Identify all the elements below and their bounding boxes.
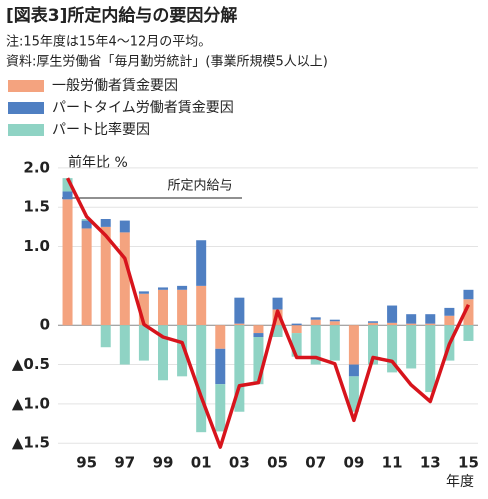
legend-label: パートタイム労働者賃金要因: [52, 100, 234, 116]
bar: [62, 191, 73, 200]
bar: [196, 285, 207, 326]
bar: [387, 322, 398, 326]
legend-label: パート比率要因: [52, 121, 150, 138]
chart-title: [図表3]所定内給与の要因分解: [6, 5, 237, 26]
bar: [272, 325, 283, 337]
bar: [196, 240, 207, 286]
bar: [406, 325, 417, 369]
bar: [425, 314, 436, 324]
bar: [348, 376, 359, 412]
bar: [234, 325, 245, 412]
bar: [81, 219, 92, 221]
bar: [444, 315, 455, 326]
bar: [272, 297, 283, 310]
bar: [348, 364, 359, 377]
bar: [329, 321, 340, 326]
bar: [463, 289, 474, 300]
bar: [158, 289, 168, 326]
x-tick-label: 03: [229, 454, 250, 472]
y-tick-label: ▲1.5: [12, 434, 50, 452]
y-tick-label: 1.0: [23, 237, 50, 255]
bar: [62, 199, 73, 326]
bar: [158, 287, 168, 290]
y-tick-label: ▲1.0: [12, 394, 50, 412]
bar: [138, 293, 149, 326]
x-axis-label: 年度: [446, 474, 474, 490]
bar: [368, 325, 378, 365]
legend-swatch: [8, 80, 44, 92]
x-tick-label: 09: [343, 454, 364, 472]
bar: [119, 325, 130, 365]
bar: [234, 323, 245, 326]
legend-swatch: [8, 102, 44, 114]
bar: [387, 325, 398, 373]
subtitle: 注:15年度は15年4～12月の平均。: [6, 34, 211, 50]
bar: [234, 297, 245, 324]
x-tick-label: 07: [305, 454, 326, 472]
annotation: 所定内給与: [167, 178, 232, 194]
bar: [310, 319, 321, 326]
bar: [215, 348, 226, 385]
bar: [81, 228, 92, 326]
bar: [253, 325, 264, 334]
legend-swatch: [8, 124, 44, 136]
y-tick-label: 2.0: [23, 158, 50, 176]
bar: [406, 314, 417, 324]
bar: [368, 321, 378, 323]
y-tick-label: 1.5: [23, 198, 50, 216]
bar: [177, 285, 188, 290]
x-tick-label: 15: [458, 454, 479, 472]
line: [65, 177, 471, 449]
bar: [253, 333, 264, 337]
bar: [119, 232, 130, 326]
bar: [291, 323, 302, 326]
x-tick-label: 97: [114, 454, 135, 472]
x-tick-label: 99: [153, 454, 174, 472]
y-tick-label: 0: [40, 316, 50, 334]
bar: [81, 220, 92, 229]
bar: [291, 325, 302, 334]
bar: [138, 325, 149, 361]
legend-label: 一般労働者賃金要因: [52, 78, 178, 94]
bar: [310, 317, 321, 320]
bar: [215, 325, 226, 349]
bar: [119, 220, 130, 233]
bar: [310, 325, 321, 365]
bar: [158, 325, 168, 381]
bar: [463, 325, 474, 341]
bar: [406, 323, 417, 326]
bar: [329, 319, 340, 322]
y-axis-label: 前年比 %: [68, 154, 128, 171]
x-tick-label: 05: [267, 454, 288, 472]
bar: [215, 384, 226, 432]
bar: [329, 325, 340, 361]
bar: [444, 307, 455, 316]
bar: [100, 219, 111, 227]
bar: [368, 322, 378, 326]
bar: [138, 291, 149, 294]
bar: [425, 325, 436, 393]
bar: [387, 305, 398, 323]
bar: [62, 178, 73, 192]
x-tick-label: 01: [191, 454, 212, 472]
bar: [253, 337, 264, 385]
bar: [348, 325, 359, 365]
bar: [425, 323, 436, 326]
bar: [291, 333, 302, 357]
x-tick-label: 11: [382, 454, 403, 472]
bar: [177, 325, 188, 377]
bar: [177, 289, 188, 326]
y-tick-label: ▲0.5: [12, 355, 50, 373]
bar: [100, 325, 111, 348]
x-tick-label: 95: [76, 454, 97, 472]
x-tick-label: 13: [420, 454, 441, 472]
bar: [196, 325, 207, 433]
source: 資料:厚生労働省「毎月勤労統計」(事業所規模5人以上): [6, 54, 328, 70]
bar: [100, 226, 111, 326]
bar: [463, 299, 474, 326]
